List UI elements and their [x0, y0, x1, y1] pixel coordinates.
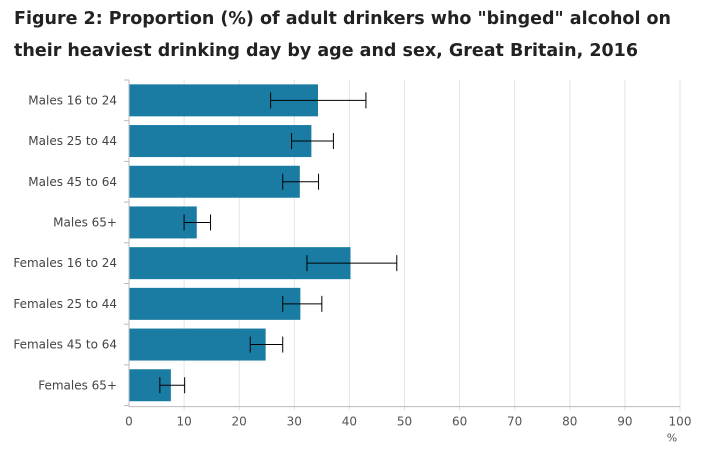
- error-bars: [159, 92, 398, 394]
- error-bar-2: [282, 173, 320, 190]
- x-tick-label-10: 10: [176, 415, 191, 429]
- chart-title: Figure 2: Proportion (%) of adult drinke…: [14, 3, 694, 67]
- category-label-6: Females 45 to 64: [13, 338, 117, 352]
- category-label-2: Males 45 to 64: [28, 175, 117, 189]
- x-tick-label-70: 70: [507, 415, 522, 429]
- bar-5: [129, 287, 301, 320]
- x-tick-label-40: 40: [342, 415, 357, 429]
- x-tick-label-80: 80: [562, 415, 577, 429]
- x-tick-label-90: 90: [617, 415, 632, 429]
- error-bar-5: [282, 295, 323, 312]
- category-label-0: Males 16 to 24: [28, 93, 117, 107]
- chart-title-line-1: Figure 2: Proportion (%) of adult drinke…: [14, 9, 672, 29]
- bar-2: [129, 165, 300, 198]
- category-label-7: Females 65+: [38, 378, 117, 392]
- error-bar-6: [249, 336, 284, 353]
- x-tick-label-50: 50: [397, 415, 412, 429]
- x-tick-label-0: 0: [125, 415, 133, 429]
- category-label-3: Males 65+: [53, 215, 117, 229]
- axes: [124, 79, 680, 408]
- category-label-4: Females 16 to 24: [13, 256, 117, 270]
- category-label-5: Females 25 to 44: [13, 297, 117, 311]
- chart-title-line-2: their heaviest drinking day by age and s…: [14, 41, 639, 61]
- x-tick-label-60: 60: [452, 415, 467, 429]
- x-tick-label-30: 30: [287, 415, 302, 429]
- error-bar-7: [159, 377, 186, 394]
- labels: 0 10 20 30 40 50 60 70 80 90 100% Males 16 to 24 Mal…: [13, 93, 691, 444]
- error-bar-4: [306, 255, 398, 272]
- category-label-1: Males 25 to 44: [28, 134, 117, 148]
- bars: [129, 84, 351, 402]
- x-tick-label-100: 100: [669, 415, 692, 429]
- error-bar-0: [270, 92, 367, 109]
- x-tick-label-20: 20: [232, 415, 247, 429]
- bar-1: [129, 125, 312, 158]
- bar-6: [129, 328, 266, 361]
- error-bar-1: [291, 133, 334, 150]
- error-bar-3: [183, 214, 212, 231]
- x-axis-unit-label: %: [667, 432, 677, 445]
